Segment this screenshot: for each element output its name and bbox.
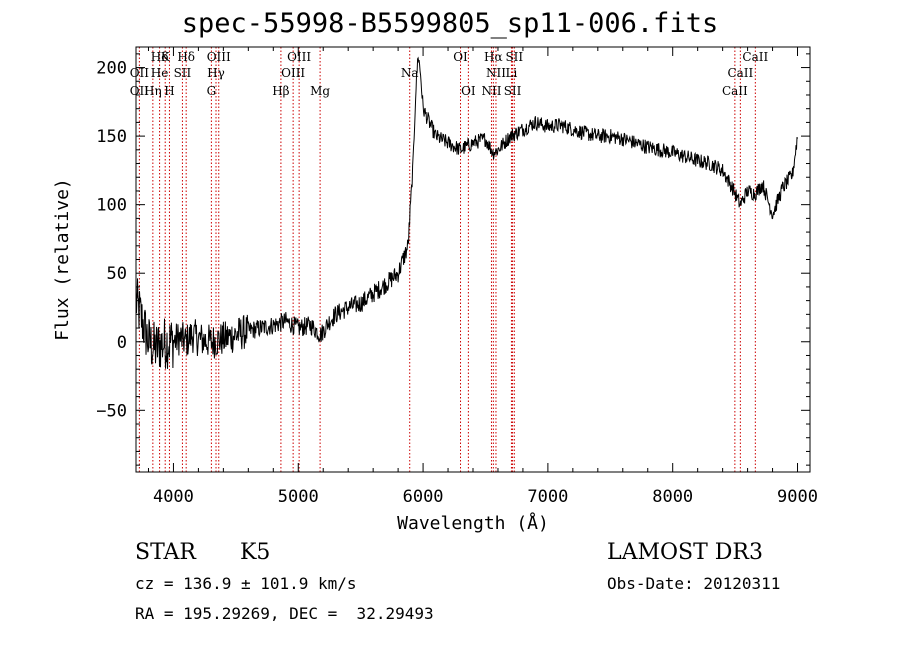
line-label: Hβ [272, 84, 289, 98]
line-label: K [161, 50, 171, 64]
x-tick-label: 6000 [403, 487, 444, 507]
line-label: Li [506, 66, 518, 80]
line-label: He [151, 66, 169, 80]
line-label: Hη [144, 84, 162, 98]
spectrum-line [136, 56, 798, 369]
line-label: Hα [484, 50, 503, 64]
object-subclass: K5 [240, 540, 271, 565]
line-label: OIII [207, 50, 231, 64]
plot-frame [135, 46, 811, 473]
line-label: Hδ [151, 50, 169, 64]
line-label: SII [505, 50, 523, 64]
line-label: CaII [727, 66, 753, 80]
object-class: STAR [135, 540, 196, 565]
line-label: H [164, 84, 174, 98]
y-tick-label: 100 [96, 196, 127, 216]
y-tick-label: −50 [96, 401, 127, 421]
x-tick-label: 5000 [278, 487, 319, 507]
line-label: Na [401, 66, 419, 80]
line-label: OIII [287, 50, 311, 64]
line-label: G [207, 84, 217, 98]
line-label: OI [461, 84, 476, 98]
x-axis-label: Wavelength (Å) [397, 512, 549, 534]
line-label: OIII [281, 66, 305, 80]
y-tick-label: 50 [107, 264, 127, 284]
y-tick-label: 150 [96, 127, 127, 147]
line-label: Hγ [207, 66, 225, 80]
line-label: Hδ [177, 50, 195, 64]
redshift-velocity: cz = 136.9 ± 101.9 km/s [135, 574, 357, 593]
line-label: NII [486, 66, 506, 80]
y-tick-label: 0 [117, 333, 127, 353]
x-tick-label: 7000 [527, 487, 568, 507]
survey-name: LAMOST DR3 [607, 540, 763, 565]
x-tick-label: 8000 [652, 487, 693, 507]
line-label: NII [481, 84, 501, 98]
y-tick-label: 200 [96, 59, 127, 79]
x-tick-label: 9000 [777, 487, 818, 507]
line-label: OI [453, 50, 468, 64]
y-axis-label: Flux (relative) [52, 178, 73, 341]
line-label: SII [504, 84, 522, 98]
line-label: OII [130, 66, 150, 80]
line-label: CaII [722, 84, 748, 98]
coordinates: RA = 195.29269, DEC = 32.29493 [135, 604, 434, 623]
x-tick-label: 4000 [153, 487, 194, 507]
line-label: CaII [742, 50, 768, 64]
observation-date: Obs-Date: 20120311 [607, 574, 781, 593]
line-label: Mg [310, 84, 330, 98]
line-label: SII [174, 66, 192, 80]
line-label: OII [130, 84, 150, 98]
chart-title: spec-55998-B5599805_sp11-006.fits [181, 8, 719, 39]
